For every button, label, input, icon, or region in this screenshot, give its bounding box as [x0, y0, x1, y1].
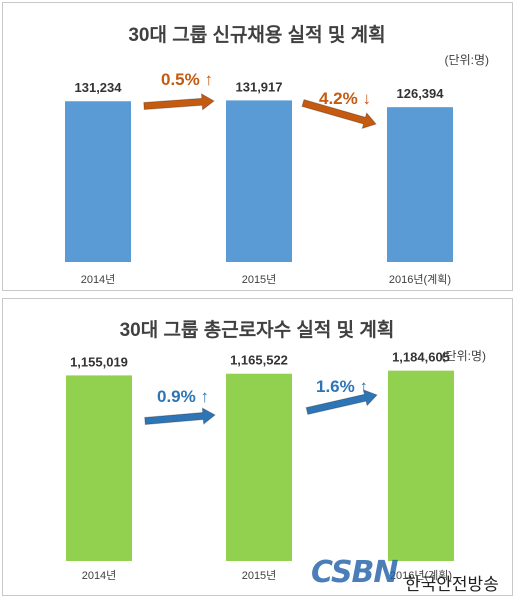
chart-title: 30대 그룹 총근로자수 실적 및 계획 — [120, 319, 395, 341]
change-label-1: 1.6% ↑ — [316, 377, 368, 396]
change-label-1: 4.2% ↓ — [319, 89, 371, 108]
bar-2 — [388, 370, 454, 561]
bar-value-label-2: 1,184,605 — [392, 350, 450, 365]
watermark-logo: CSBN — [311, 555, 399, 590]
change-arrow-1 — [301, 98, 377, 130]
category-label-2: 2016년(계획) — [390, 569, 452, 582]
category-label-1: 2015년 — [242, 273, 277, 286]
change-arrow-0 — [144, 407, 216, 426]
chart-panel-total-workers: 30대 그룹 총근로자수 실적 및 계획 (단위:명) 1,155,019 201… — [2, 298, 513, 596]
change-label-0: 0.9% ↑ — [157, 387, 209, 406]
bar-0 — [66, 375, 132, 561]
category-label-2: 2016년(계획) — [389, 273, 451, 286]
total-workers-chart: 30대 그룹 총근로자수 실적 및 계획 (단위:명) 1,155,019 201… — [66, 319, 486, 582]
unit-label: (단위:명) — [442, 349, 486, 363]
bar-value-label-1: 1,165,522 — [230, 353, 288, 368]
change-arrow-0 — [143, 93, 215, 111]
unit-label: (단위:명) — [445, 53, 489, 67]
bar-value-label-0: 1,155,019 — [70, 354, 128, 369]
bar-value-label-0: 131,234 — [75, 80, 123, 95]
new-hires-chart: 30대 그룹 신규채용 실적 및 계획 (단위:명) 131,234 2014년 1… — [65, 24, 489, 286]
chart-title: 30대 그룹 신규채용 실적 및 계획 — [128, 24, 385, 46]
change-arrow-1 — [305, 389, 378, 415]
bar-value-label-2: 126,394 — [397, 86, 445, 101]
bar-0 — [65, 101, 131, 263]
category-label-0: 2014년 — [82, 569, 117, 582]
chart-panel-new-hires: 30대 그룹 신규채용 실적 및 계획 (단위:명) 131,234 2014년 1… — [2, 2, 513, 291]
category-label-0: 2014년 — [81, 273, 116, 286]
bar-1 — [226, 100, 292, 262]
broadcaster-watermark: CSBN 한국안전방송 — [311, 555, 511, 595]
bar-value-label-1: 131,917 — [236, 79, 283, 94]
category-label-1: 2015년 — [242, 569, 277, 582]
watermark-text: 한국안전방송 — [405, 575, 499, 595]
change-label-0: 0.5% ↑ — [161, 70, 213, 89]
bar-2 — [387, 107, 453, 262]
bar-1 — [226, 373, 292, 561]
